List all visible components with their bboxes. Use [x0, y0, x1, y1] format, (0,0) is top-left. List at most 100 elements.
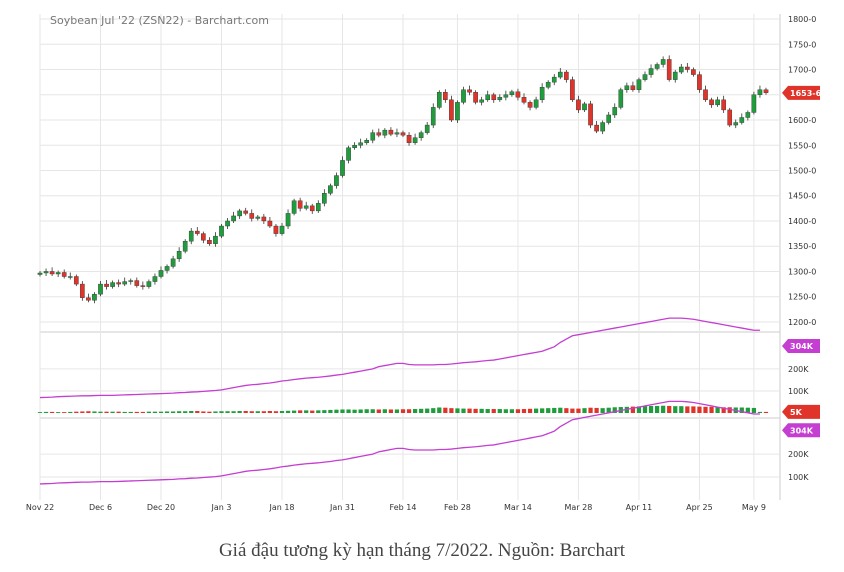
candle: [691, 67, 696, 77]
volume-bar: [104, 411, 109, 413]
candle-body: [352, 145, 357, 148]
candle: [255, 214, 261, 221]
volume-bar: [697, 406, 702, 413]
volume-bar: [273, 411, 279, 413]
candle-body: [424, 124, 430, 133]
candle: [194, 227, 200, 236]
volume-tick-label: 100K: [788, 387, 809, 396]
volume-bar: [455, 408, 460, 413]
volume-bar: [461, 408, 466, 413]
candle-body: [406, 134, 412, 143]
candle: [727, 107, 733, 128]
date-tick-label: Nov 22: [26, 503, 54, 512]
volume-bar: [170, 411, 176, 413]
volume-bar: [600, 408, 605, 413]
candle: [666, 55, 672, 82]
candle: [600, 120, 605, 135]
candle: [564, 70, 569, 83]
candle: [352, 142, 357, 150]
oi-tick-label: 200K: [788, 450, 809, 459]
candle: [636, 77, 642, 93]
volume-bar: [564, 408, 569, 413]
candle: [539, 83, 545, 103]
volume-bar: [370, 409, 375, 413]
candle-body: [485, 94, 491, 101]
candle-body: [551, 76, 557, 83]
candle-body: [98, 283, 103, 295]
volume-bar: [751, 407, 757, 413]
candle: [146, 279, 152, 289]
volume-bar: [503, 409, 508, 413]
candle-body: [285, 213, 291, 227]
candle: [443, 89, 448, 103]
candle: [207, 237, 212, 246]
price-tick-label: 1400-0: [788, 217, 816, 226]
candle: [376, 128, 382, 138]
volume-bar: [745, 407, 750, 413]
candle: [219, 224, 224, 239]
candle-body: [194, 230, 200, 234]
candle-body: [73, 276, 79, 285]
volume-bar: [673, 406, 678, 413]
volume-bar: [261, 411, 266, 413]
volume-bar: [195, 411, 200, 413]
candle-body: [430, 107, 436, 126]
candle: [545, 80, 551, 90]
candle-body: [443, 92, 448, 101]
volume-layer: [37, 317, 769, 413]
volume-bar: [279, 411, 285, 413]
candle: [322, 189, 327, 207]
candle: [733, 119, 739, 129]
candle-body: [636, 79, 642, 90]
volume-oi-tag: 304K: [782, 338, 820, 353]
volume-tag: 5K: [782, 404, 820, 419]
candle: [225, 217, 230, 230]
volume-bar: [709, 406, 714, 413]
candle-body: [672, 71, 678, 80]
candle-body: [594, 124, 599, 132]
price-tick-label: 1600-0: [788, 116, 816, 125]
candle: [158, 266, 164, 279]
candle: [328, 183, 333, 196]
candle: [400, 130, 406, 138]
candle: [521, 93, 527, 105]
candle: [303, 201, 309, 211]
candle-body: [188, 230, 194, 242]
candle: [449, 95, 454, 123]
candle-body: [104, 283, 109, 287]
volume-bar: [62, 412, 67, 413]
candle: [122, 277, 128, 287]
date-tick-label: Dec 6: [89, 503, 112, 512]
candle-body: [364, 140, 370, 143]
volume-bar: [400, 409, 406, 413]
candle: [176, 247, 182, 262]
last-price-tag: 1653-6: [782, 85, 822, 100]
candle-body: [739, 117, 745, 123]
candle: [334, 172, 339, 189]
candle: [309, 203, 315, 214]
candle-body: [521, 97, 527, 103]
volume-bar: [310, 410, 315, 413]
price-tick-label: 1350-0: [788, 242, 816, 251]
candle-body: [557, 71, 563, 78]
candle-body: [745, 112, 751, 118]
candle: [594, 121, 599, 134]
candle: [436, 90, 442, 110]
price-tick-label: 1200-0: [788, 318, 816, 327]
volume-bar: [340, 409, 345, 413]
candle: [527, 100, 533, 111]
volume-oi-line: [39, 317, 760, 399]
volume-bar: [128, 411, 133, 413]
label-layer: 1800-01750-01700-01650-01600-01550-01500…: [26, 15, 822, 512]
oi-line: [39, 400, 760, 485]
candle-body: [225, 220, 230, 227]
volume-bar: [582, 408, 587, 413]
candle-body: [67, 276, 73, 278]
candle: [43, 268, 49, 277]
candle: [430, 103, 436, 129]
candle: [624, 82, 630, 93]
volume-bar: [334, 409, 339, 413]
candle: [509, 89, 515, 97]
candle-body: [436, 92, 442, 108]
volume-bar: [358, 409, 363, 413]
